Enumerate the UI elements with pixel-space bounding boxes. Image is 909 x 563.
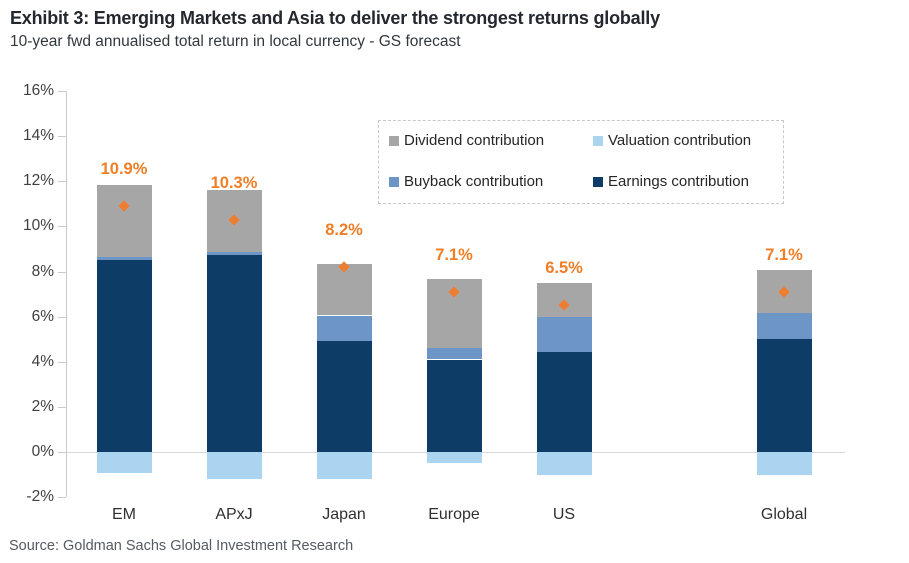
bar-em-valuation-contribution: [96, 452, 152, 474]
legend-swatch-icon: [389, 135, 399, 146]
category-label-japan: Japan: [322, 506, 366, 523]
total-label-apxj: 10.3%: [210, 173, 258, 192]
source-note: Source: Goldman Sachs Global Investment …: [9, 538, 354, 554]
legend-item-dividend-contribution: Dividend contribution: [389, 132, 593, 149]
category-label-apxj: APxJ: [215, 506, 253, 523]
legend-label: Earnings contribution: [608, 173, 749, 190]
bar-europe-earnings-contribution: [426, 359, 482, 452]
y-tick-label: 4%: [31, 352, 54, 370]
category-label-em: EM: [112, 506, 136, 523]
total-label-japan: 8.2%: [325, 221, 363, 239]
y-tick-label: 16%: [22, 82, 54, 100]
y-tick: [58, 406, 66, 408]
bar-global-buyback-contribution: [756, 313, 812, 340]
y-tick: [58, 361, 66, 363]
bar-em-dividend-contribution: [96, 184, 152, 257]
y-tick-label: 12%: [22, 172, 54, 190]
category-label-us: US: [552, 506, 576, 523]
y-tick: [58, 226, 66, 228]
bar-japan-earnings-contribution: [316, 341, 372, 452]
chart-title: Exhibit 3: Emerging Markets and Asia to …: [10, 8, 660, 28]
legend-swatch-icon: [593, 135, 603, 146]
bar-global-valuation-contribution: [756, 452, 812, 475]
legend-swatch-icon: [389, 176, 399, 187]
bar-apxj-buyback-contribution: [206, 251, 262, 255]
y-tick-label: 0%: [31, 443, 54, 460]
y-tick-label: 8%: [31, 262, 54, 280]
y-tick: [58, 181, 66, 183]
legend-item-earnings-contribution: Earnings contribution: [593, 173, 775, 190]
legend-item-buyback-contribution: Buyback contribution: [389, 173, 593, 190]
bar-japan-buyback-contribution: [316, 315, 372, 342]
y-tick-label: -2%: [26, 488, 54, 506]
bar-global-earnings-contribution: [756, 339, 812, 452]
y-tick: [58, 452, 66, 453]
bar-europe-buyback-contribution: [426, 348, 482, 360]
category-label-global: Global: [760, 506, 808, 523]
chart-subtitle: 10-year fwd annualised total return in l…: [10, 33, 461, 50]
bar-em-buyback-contribution: [96, 256, 152, 261]
y-tick-label: 14%: [22, 127, 54, 145]
y-tick: [58, 316, 66, 318]
bar-japan-valuation-contribution: [316, 452, 372, 480]
y-tick: [58, 136, 66, 138]
bar-us-earnings-contribution: [536, 351, 592, 452]
total-label-global: 7.1%: [765, 245, 803, 264]
y-tick: [58, 271, 66, 273]
bar-us-buyback-contribution: [536, 316, 592, 352]
y-tick-label: 2%: [31, 397, 54, 415]
bar-apxj-earnings-contribution: [206, 254, 262, 452]
legend-swatch-icon: [593, 176, 603, 187]
total-label-europe: 7.1%: [435, 245, 473, 264]
legend: Dividend contribution Valuation contribut…: [378, 120, 784, 204]
legend-label: Valuation contribution: [608, 132, 752, 149]
legend-label: Buyback contribution: [404, 173, 544, 190]
bar-apxj-valuation-contribution: [206, 452, 262, 480]
category-label-europe: Europe: [428, 506, 480, 523]
legend-item-valuation-contribution: Valuation contribution: [593, 132, 775, 149]
y-tick: [58, 497, 66, 499]
bar-em-earnings-contribution: [96, 260, 152, 452]
y-tick: [58, 91, 66, 93]
y-tick-label: 10%: [22, 217, 54, 235]
y-axis-line: [66, 91, 67, 498]
total-label-em: 10.9%: [100, 160, 148, 179]
y-tick-label: 6%: [31, 307, 54, 325]
total-label-us: 6.5%: [545, 259, 583, 278]
bar-europe-valuation-contribution: [426, 452, 482, 464]
legend-label: Dividend contribution: [404, 132, 545, 149]
bar-us-valuation-contribution: [536, 452, 592, 475]
